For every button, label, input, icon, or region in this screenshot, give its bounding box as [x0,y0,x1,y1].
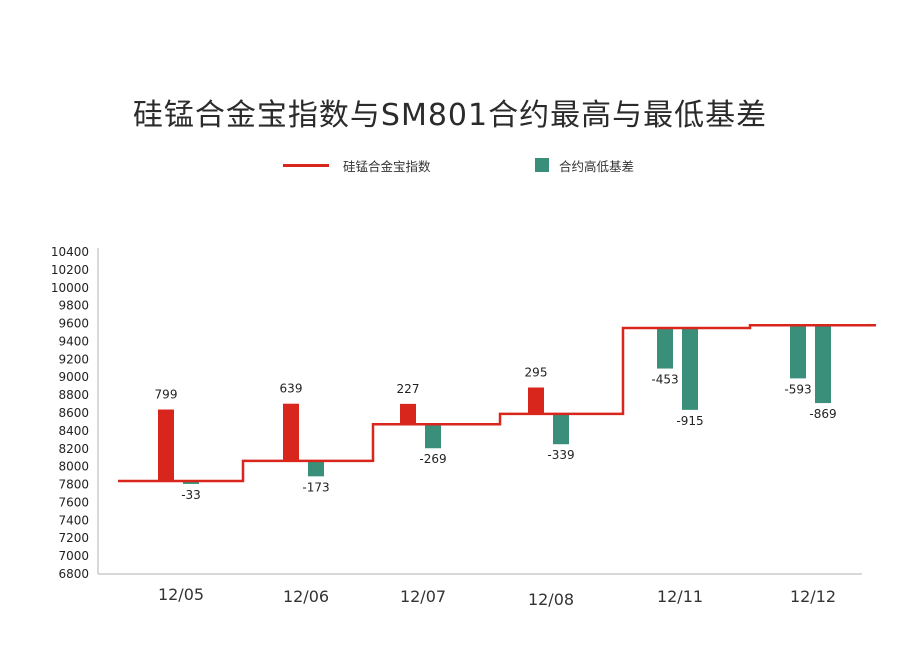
basis-data-label: -593 [784,382,811,396]
x-tick-label: 12/07 [400,587,446,606]
y-tick-label: 6800 [58,567,89,581]
y-tick-label: 7200 [58,531,89,545]
y-tick-label: 8000 [58,460,89,474]
high-basis-bar [283,403,299,461]
low-basis-bar [308,460,324,477]
low-basis-bar [425,424,441,449]
high-basis-bar [657,328,673,369]
high-basis-bar [790,325,806,379]
y-tick-label: 10000 [51,281,89,295]
basis-data-label: -173 [302,480,329,494]
basis-data-label: 295 [525,366,548,380]
basis-data-label: 639 [280,382,303,396]
low-basis-bar [682,328,698,410]
y-tick-label: 7000 [58,549,89,563]
y-tick-label: 7600 [58,495,89,509]
chart-title: 硅锰合金宝指数与SM801合约最高与最低基差 [132,98,768,133]
y-tick-label: 10400 [51,245,89,259]
basis-data-label: -33 [181,488,201,502]
y-tick-label: 9000 [58,370,89,384]
basis-data-label: -915 [676,414,703,428]
basis-data-label: -339 [547,448,574,462]
legend-line-swatch [283,163,329,167]
low-basis-bar [183,480,199,484]
x-tick-label: 12/08 [528,590,574,609]
legend-basis-label: 合约高低基差 [559,158,635,174]
y-tick-label: 8600 [58,406,89,420]
y-tick-label: 9800 [58,299,89,313]
legend-index: 硅锰合金宝指数 [283,156,431,174]
low-basis-bar [553,413,569,445]
x-tick-label: 12/12 [790,587,836,606]
low-basis-bar [815,325,831,404]
basis-data-label: 799 [155,388,178,402]
y-tick-label: 9400 [58,334,89,348]
legend-index-label: 硅锰合金宝指数 [343,158,431,174]
y-tick-label: 8400 [58,424,89,438]
y-tick-label: 9600 [58,317,89,331]
x-tick-label: 12/05 [158,585,204,604]
y-tick-label: 10200 [51,263,89,277]
y-tick-label: 8800 [58,388,89,402]
x-tick-label: 12/06 [283,587,329,606]
y-tick-label: 9200 [58,352,89,366]
index-step-line [118,324,876,483]
legend-basis: 合约高低基差 [535,156,634,174]
high-basis-bar [158,409,174,481]
basis-data-label: -453 [651,373,678,387]
y-tick-label: 7400 [58,513,89,527]
y-tick-label: 8200 [58,442,89,456]
y-tick-label: 7800 [58,478,89,492]
high-basis-bar [400,403,416,425]
x-tick-label: 12/11 [657,587,703,606]
basis-data-label: -269 [419,452,446,466]
high-basis-bar [528,387,544,414]
basis-data-label: -869 [809,407,836,421]
basis-data-label: 227 [397,382,420,396]
legend-bar-swatch [535,158,549,172]
